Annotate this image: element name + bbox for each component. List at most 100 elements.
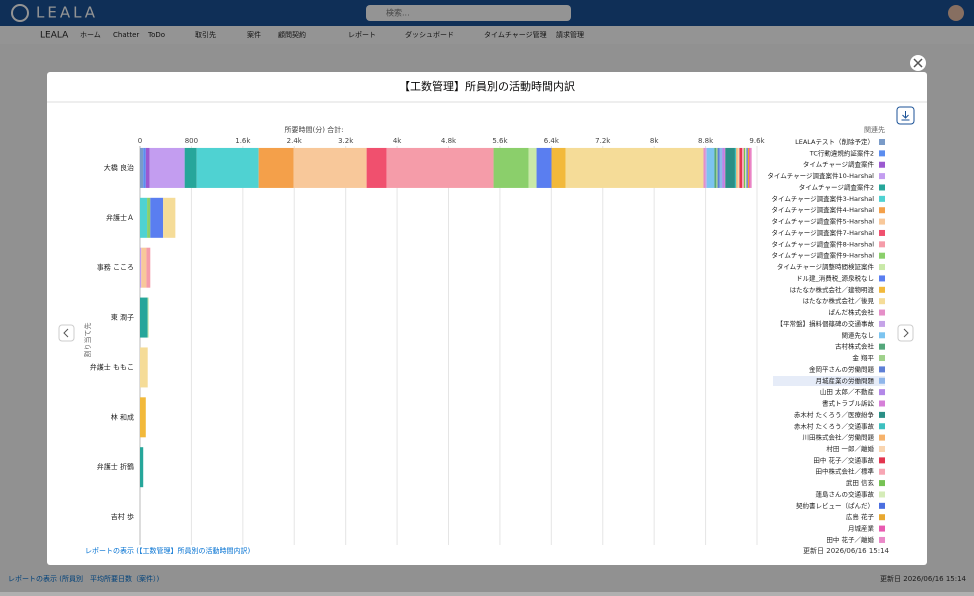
legend-label: タイムチャージ調査案件 <box>803 160 875 169</box>
legend-swatch <box>879 389 885 396</box>
legend-label: 広島 花子 <box>846 512 875 521</box>
bar-segment <box>714 147 717 188</box>
y-tick-label: 大橋 良治 <box>104 163 134 172</box>
y-tick-label: 林 和成 <box>111 412 134 421</box>
legend-hover <box>773 376 885 386</box>
legend-label: 村田 一郎／離婚 <box>826 444 874 453</box>
legend-label: 川田株式会社／労働問題 <box>803 433 875 442</box>
legend-label: はたなか株式会社／後見 <box>803 296 875 305</box>
bar-segment <box>719 147 723 188</box>
x-tick-label: 4k <box>393 137 402 145</box>
legend-label: はたなか株式会社／建物明渡 <box>790 285 875 294</box>
modal-link[interactable]: レポートの表示 (【工数管理】所員別の活動時間内訳) <box>85 546 250 555</box>
legend-label: 契約書レビュー（ぱんだ） <box>796 501 874 510</box>
legend-label: 金岡平さんの労働問題 <box>809 364 875 373</box>
legend-swatch <box>879 320 885 327</box>
search-box[interactable] <box>366 5 571 21</box>
nav-item[interactable]: ダッシュボード <box>405 30 454 39</box>
x-tick-label: 0 <box>138 137 142 145</box>
modal-updated: 更新日 2026/06/16 15:14 <box>803 546 890 555</box>
bar-segment <box>746 147 748 188</box>
bar-segment <box>150 197 164 238</box>
x-tick-label: 4.8k <box>441 137 457 145</box>
legend-swatch <box>879 434 885 441</box>
legend-swatch <box>879 286 885 293</box>
bar-segment <box>743 147 746 188</box>
bar-segment <box>725 147 735 188</box>
nav-item[interactable]: ホーム <box>80 31 101 39</box>
bar-segment <box>184 147 197 188</box>
bar-segment <box>163 197 176 238</box>
x-tick-label: 2.4k <box>287 137 303 145</box>
close-button[interactable] <box>910 55 926 71</box>
bar-segment <box>140 297 148 338</box>
legend-swatch <box>879 309 885 316</box>
bar-segment <box>747 147 750 188</box>
legend-swatch <box>879 377 885 384</box>
legend-swatch <box>879 275 885 282</box>
next-button[interactable] <box>897 324 914 342</box>
bar-segment <box>366 147 387 188</box>
bar-segment <box>551 147 566 188</box>
avatar[interactable] <box>948 5 964 21</box>
legend-swatch <box>879 468 885 475</box>
legend-label: タイムチャージ調査案件5-Harshal <box>772 217 875 226</box>
x-tick-label: 6.4k <box>544 137 560 145</box>
background-updated: 更新日 2026/06/16 15:14 <box>880 574 967 583</box>
x-tick-label: 800 <box>185 137 198 145</box>
legend-swatch <box>879 366 885 373</box>
legend-label: タイムチャージ調整時間検証案件 <box>777 262 875 271</box>
legend-swatch <box>879 355 885 362</box>
bar-segment <box>140 247 142 288</box>
bar-segment <box>706 147 715 188</box>
y-tick-label: 弁護士Ａ <box>106 213 134 222</box>
legend-swatch <box>879 218 885 225</box>
legend-label: 金 翔平 <box>852 353 874 362</box>
prev-button[interactable] <box>58 324 75 342</box>
legend-swatch <box>879 264 885 271</box>
legend-swatch <box>879 298 885 305</box>
nav-item[interactable]: 案件 <box>247 30 261 39</box>
legend-swatch <box>879 480 885 487</box>
legend-label: タイムチャージ調査案件2 <box>799 182 874 191</box>
legend-swatch <box>879 241 885 248</box>
legend-label: 月城産業の労働問題 <box>816 376 875 385</box>
bar-segment <box>703 147 706 188</box>
legend-label: 赤木村 たくろう／医療紛争 <box>794 410 875 419</box>
bar-segment <box>145 147 150 188</box>
bar-segment <box>736 147 738 188</box>
download-button[interactable] <box>896 106 915 125</box>
legend-swatch <box>879 491 885 498</box>
legend-label: 山田 太郎／不動産 <box>820 387 875 396</box>
nav-item[interactable]: 顧問契約 <box>278 30 306 39</box>
y-tick-label: 事務 こころ <box>97 263 134 272</box>
bar-segment <box>724 147 726 188</box>
bar-segment <box>493 147 529 188</box>
nav-item[interactable]: レポート <box>348 31 376 39</box>
legend-swatch <box>879 150 885 157</box>
nav: LEALA ホーム Chatter ToDo 取引先 案件 顧問契約 レポート ダッシュボード タ… <box>40 30 584 41</box>
legend-swatch <box>879 161 885 168</box>
logo-icon <box>11 4 29 22</box>
x-tick-label: 8.8k <box>698 137 714 145</box>
nav-item[interactable]: 請求管理 <box>556 30 584 39</box>
bar-segment <box>705 147 707 188</box>
modal <box>47 72 927 565</box>
nav-item[interactable]: 取引先 <box>195 30 216 39</box>
bar-segment <box>737 147 740 188</box>
background-link: レポートの表示 (所員別 平均所要日数（案件）) <box>8 574 159 583</box>
nav-item[interactable]: ToDo <box>147 31 165 39</box>
legend-swatch <box>879 173 885 180</box>
legend-label: タイムチャージ調査案件10-Harshal <box>767 171 874 180</box>
y-tick-label: 弁護士 折鶴 <box>97 462 134 471</box>
legend-label: タイムチャージ調査案件7-Harshal <box>772 228 875 237</box>
y-tick-label: 弁護士 ももこ <box>90 362 134 371</box>
legend-swatch <box>879 343 885 350</box>
nav-item[interactable]: LEALA <box>40 31 69 41</box>
bar-segment <box>140 347 148 388</box>
bar-segment <box>536 147 552 188</box>
legend-label: 赤木村 たくろう／交通事故 <box>794 421 875 430</box>
legend-swatch <box>879 252 885 259</box>
nav-item[interactable]: Chatter <box>113 31 139 39</box>
nav-item[interactable]: タイムチャージ管理 <box>484 30 547 39</box>
